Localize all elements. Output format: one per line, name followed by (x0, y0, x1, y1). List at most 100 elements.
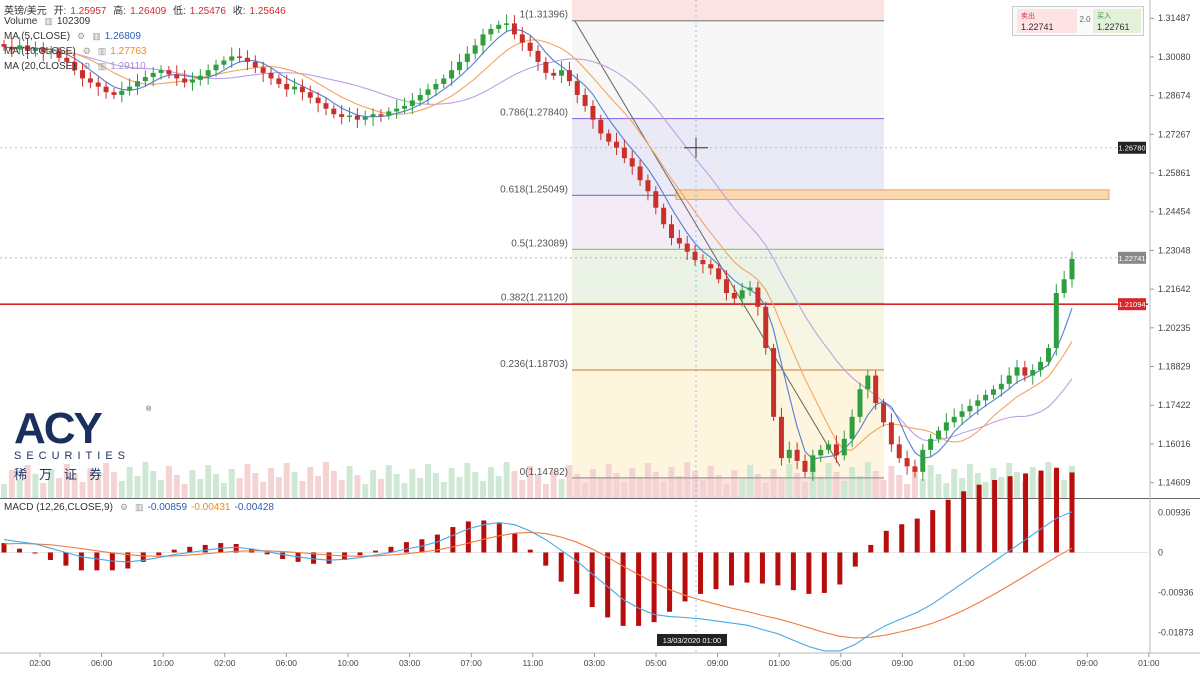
candle-body (1061, 279, 1067, 294)
macd-hist-bar (868, 544, 874, 553)
macd-hist-bar (883, 530, 889, 553)
trash-icon[interactable]: ▥ (135, 502, 144, 512)
x-tick-label: 01:00 (769, 658, 791, 668)
candle-body (1006, 375, 1012, 384)
candle-body (378, 114, 384, 116)
macd-hist-bar (574, 552, 580, 594)
candle-body (1, 44, 7, 47)
x-tick-label: 03:00 (399, 658, 421, 668)
candle-body (158, 70, 164, 73)
macd-hist-bar (636, 552, 642, 626)
volume-bar (1014, 472, 1021, 498)
spread-value: 2.0 (1079, 15, 1091, 24)
y-tick-label: 1.23048 (1158, 245, 1191, 255)
candle-body (433, 83, 439, 90)
high-value: 1.26409 (130, 6, 167, 17)
volume-bar (959, 478, 966, 498)
macd-hist-bar (589, 552, 595, 608)
candle-body (566, 70, 572, 82)
candle-body (48, 50, 54, 53)
y-tick-label: 1.28674 (1158, 91, 1191, 101)
candle-body (606, 133, 612, 142)
trash-icon[interactable]: ▥ (97, 61, 107, 71)
volume-bar (1, 484, 7, 498)
macd-hist-bar (388, 546, 394, 553)
volume-bar (260, 482, 267, 498)
current-price-tag: 1.22741 (1118, 254, 1145, 263)
volume-bar (605, 464, 612, 498)
macd-hist-bar (264, 552, 270, 555)
acy-logo: ACY SECURITIES 稀万证券 (14, 404, 154, 483)
x-tick-label: 02:00 (214, 658, 236, 668)
sell-button[interactable]: 卖出 1.22741 (1017, 9, 1077, 33)
close-value: 1.25646 (249, 6, 286, 17)
buy-button[interactable]: 买入 1.22761 (1093, 9, 1141, 33)
volume-bar (71, 473, 78, 498)
macd-signal-line (3, 531, 1073, 639)
macd-hist-bar (481, 520, 487, 553)
volume-bar (613, 473, 620, 498)
trash-icon[interactable]: ▥ (92, 31, 101, 41)
volume-bar (715, 475, 722, 498)
macd-hist-bar (202, 544, 208, 553)
volume-bar (55, 478, 62, 498)
macd-hist-bar (667, 552, 673, 612)
candle-body (284, 83, 290, 90)
candle-body (1045, 348, 1051, 362)
gear-icon[interactable]: ⚙ (77, 31, 86, 41)
macd-hist-bar (156, 552, 162, 556)
volume-bar (425, 464, 432, 498)
volume-bar (432, 473, 439, 498)
candle-body (1014, 367, 1020, 376)
trash-icon[interactable]: ▥ (97, 46, 107, 56)
volume-bar (503, 462, 510, 498)
volume-bar (864, 462, 871, 498)
gear-icon[interactable]: ⚙ (82, 46, 91, 56)
candle-body (716, 268, 722, 280)
volume-bar (856, 476, 863, 498)
volume-bar (134, 476, 141, 498)
macd-hist-bar (32, 552, 38, 554)
volume-bar (778, 478, 785, 498)
candle-body (747, 287, 753, 291)
macd-hist-bar (899, 524, 905, 553)
fib-label: 1(1.31396) (520, 10, 568, 21)
candle-body (441, 78, 447, 84)
macd-hist-bar (605, 552, 611, 618)
ma10-line (3, 39, 1073, 451)
candle-body (912, 466, 918, 472)
logo-mark: ACY (14, 404, 103, 453)
volume-bar (849, 467, 856, 498)
macd-hist-bar (620, 552, 626, 626)
volume-bar (220, 483, 227, 498)
symbol-label: 英镑/美元 (4, 6, 47, 17)
volume-bar (1061, 480, 1068, 498)
macd-hist-bar (961, 491, 967, 553)
fib-label: 0.382(1.21120) (501, 292, 568, 303)
macd-hist-bar (403, 542, 409, 553)
volume-bar (142, 462, 149, 498)
x-tick-label: 06:00 (91, 658, 113, 668)
volume-bar (307, 467, 314, 498)
volume-bar (440, 482, 447, 498)
candle-body (339, 114, 345, 117)
candle-body (755, 287, 761, 307)
volume-header: Volume ▥ 102309 (4, 16, 91, 27)
macd-hist-bar (914, 518, 920, 553)
trash-icon[interactable]: ▥ (44, 16, 53, 26)
candle-body (873, 375, 879, 404)
resistance-zone (675, 189, 1110, 200)
gear-icon[interactable]: ⚙ (82, 61, 91, 71)
candle-body (669, 224, 674, 238)
gear-icon[interactable]: ⚙ (119, 502, 129, 512)
trade-box: 卖出 1.22741 2.0 买入 1.22761 (1012, 6, 1144, 36)
volume-bar (291, 472, 298, 498)
candle-body (354, 115, 360, 120)
candle-body (519, 34, 525, 43)
volume-bar (322, 462, 329, 498)
candle-body (990, 389, 996, 395)
x-tick-label: 05:00 (830, 658, 852, 668)
x-tick-label: 11:00 (522, 658, 543, 668)
candle-body (142, 77, 148, 82)
